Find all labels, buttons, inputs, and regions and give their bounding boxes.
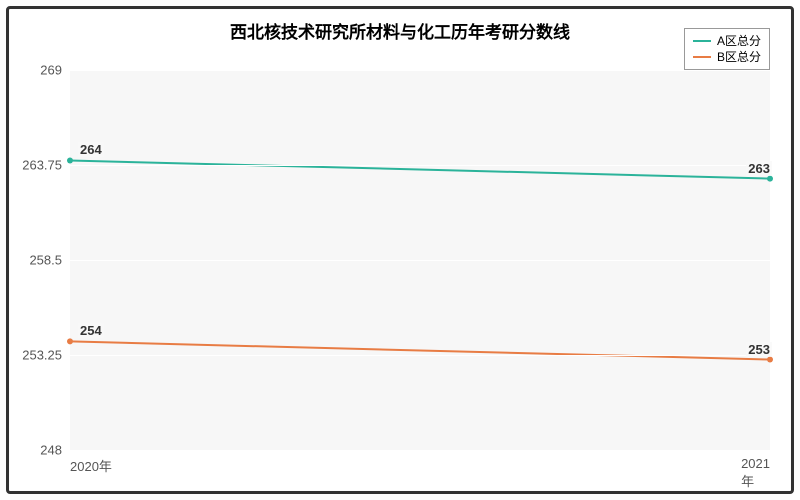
- y-axis-label: 253.25: [22, 348, 62, 363]
- plot-area: 248253.25258.5263.752692020年2021年2642632…: [70, 70, 770, 450]
- legend-swatch-b: [693, 56, 711, 58]
- legend-item-a: A区总分: [693, 33, 761, 49]
- grid-line: [70, 260, 770, 261]
- grid-line: [70, 70, 770, 71]
- data-label: 263: [746, 161, 772, 176]
- legend-label-b: B区总分: [717, 49, 761, 65]
- data-label: 254: [78, 323, 104, 338]
- x-axis-label: 2020年: [70, 456, 112, 475]
- y-axis-label: 269: [40, 63, 62, 78]
- chart-container: 西北核技术研究所材料与化工历年考研分数线 A区总分 B区总分 248 253.25…: [0, 0, 800, 500]
- grid-line: [70, 165, 770, 166]
- legend-label-a: A区总分: [717, 33, 761, 49]
- series-line: [70, 160, 770, 178]
- series-point: [67, 157, 73, 163]
- grid-line: [70, 450, 770, 451]
- x-axis-label: 2021年: [741, 456, 770, 490]
- data-label: 264: [78, 142, 104, 157]
- chart-title: 西北核技术研究所材料与化工历年考研分数线: [0, 18, 800, 43]
- legend-swatch-a: [693, 40, 711, 42]
- series-line: [70, 341, 770, 359]
- y-axis-label: 248: [40, 443, 62, 458]
- grid-line: [70, 355, 770, 356]
- y-axis-label: 258.5: [29, 253, 62, 268]
- data-label: 253: [746, 342, 772, 357]
- series-point: [67, 338, 73, 344]
- series-point: [767, 357, 773, 363]
- legend: A区总分 B区总分: [684, 28, 770, 70]
- series-point: [767, 176, 773, 182]
- y-axis-label: 263.75: [22, 158, 62, 173]
- legend-item-b: B区总分: [693, 49, 761, 65]
